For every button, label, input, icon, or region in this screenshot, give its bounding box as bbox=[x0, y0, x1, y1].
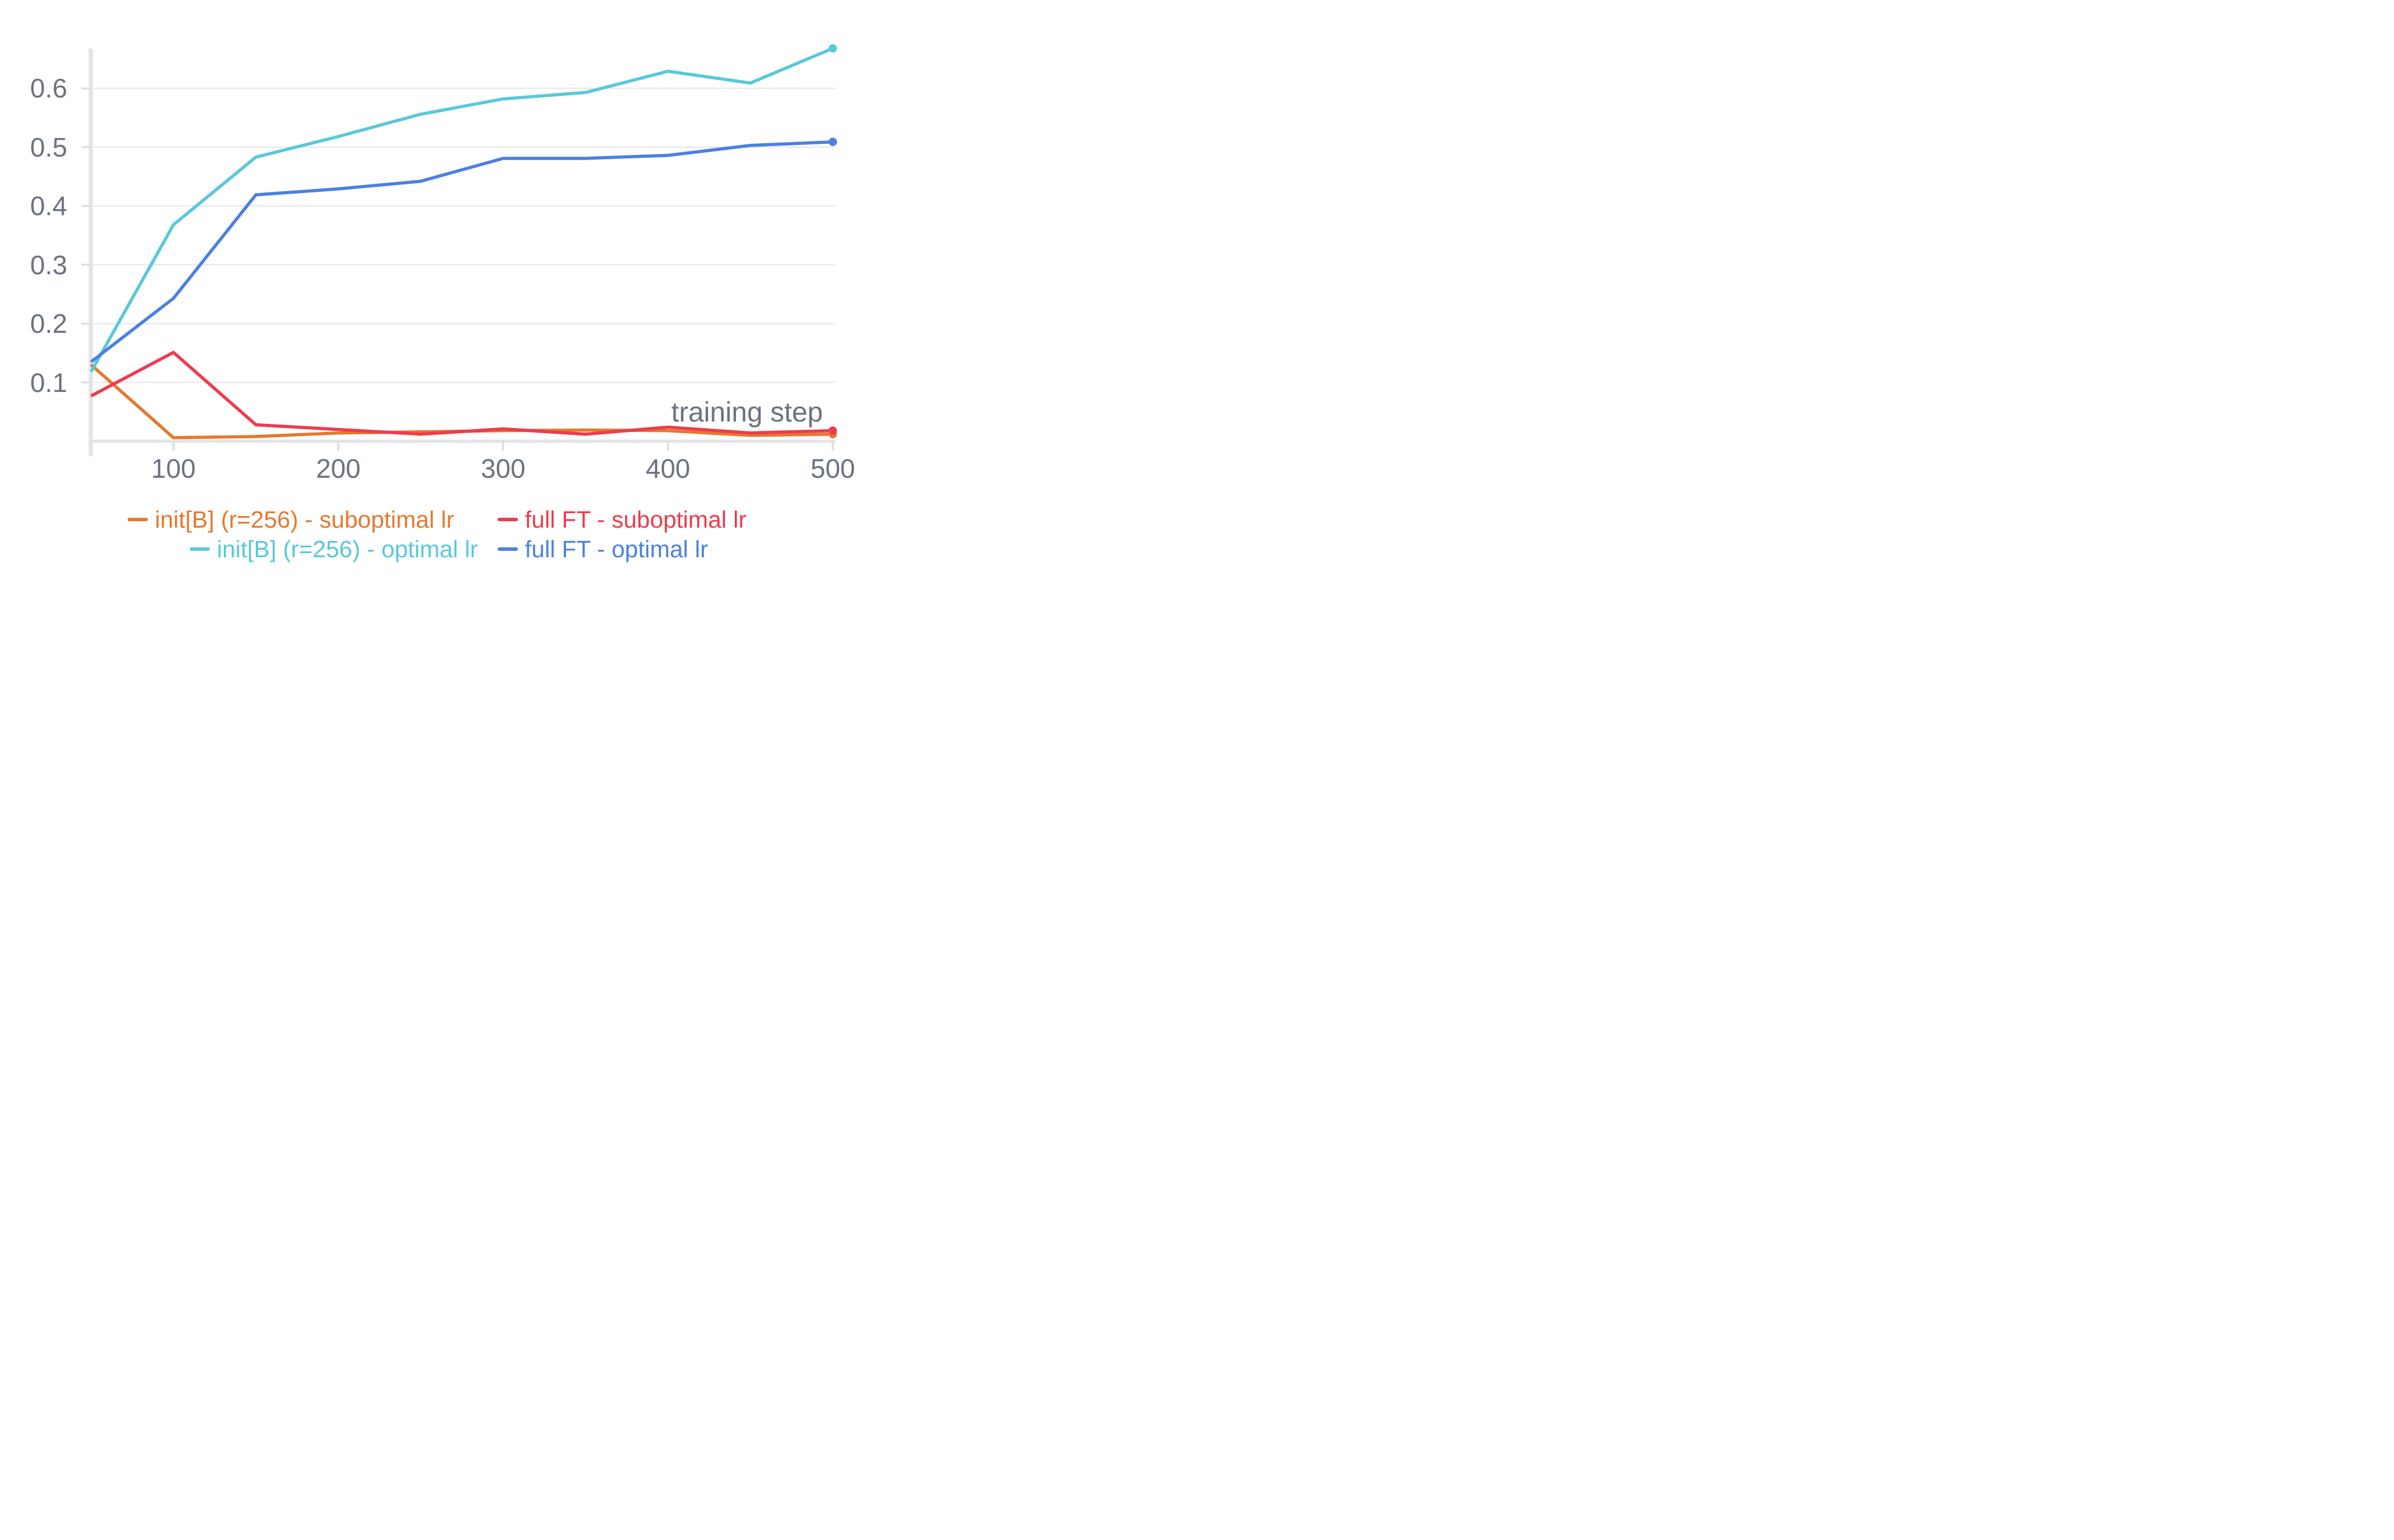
legend-label: init[B] (r=256) - optimal lr bbox=[217, 535, 478, 562]
y-tick-label: 0.4 bbox=[30, 191, 67, 221]
y-tick-label: 0.6 bbox=[30, 73, 67, 104]
y-tick-label: 0.1 bbox=[30, 367, 67, 398]
series-line bbox=[90, 140, 833, 364]
y-axis-tick-labels: 0.1 0.2 0.3 0.4 0.5 0.6 bbox=[0, 0, 67, 578]
series-line bbox=[90, 351, 833, 436]
legend-item-initb-suboptimal[interactable]: init[B] (r=256) - suboptimal lr bbox=[128, 506, 454, 533]
x-tick-label: 100 bbox=[151, 453, 196, 484]
series-end-marker bbox=[828, 426, 837, 435]
legend-item-fullft-suboptimal[interactable]: full FT - suboptimal lr bbox=[498, 506, 746, 533]
legend-line-marker-cyan bbox=[190, 547, 210, 551]
legend-label: full FT - optimal lr bbox=[525, 535, 708, 562]
x-tick-label: 400 bbox=[645, 453, 691, 484]
legend-item-initb-optimal[interactable]: init[B] (r=256) - optimal lr bbox=[190, 535, 478, 563]
y-tick-label: 0.3 bbox=[30, 249, 67, 280]
series-line bbox=[89, 46, 834, 373]
legend-label: full FT - suboptimal lr bbox=[525, 506, 747, 533]
legend-line-marker-red bbox=[498, 518, 518, 521]
legend-line-marker-blue bbox=[498, 547, 518, 551]
y-tick-label: 0.5 bbox=[30, 132, 67, 162]
x-tick-label: 300 bbox=[481, 453, 525, 484]
plot-area bbox=[81, 44, 837, 456]
series-end-marker bbox=[828, 44, 837, 53]
x-tick-label: 200 bbox=[315, 453, 361, 484]
x-axis-tick-labels: 100 200 300 400 500 bbox=[0, 0, 898, 578]
y-tick-label: 0.2 bbox=[30, 308, 67, 339]
legend-line-marker-orange bbox=[128, 518, 148, 521]
legend-label: init[B] (r=256) - suboptimal lr bbox=[155, 506, 455, 533]
x-axis-title: training step bbox=[671, 397, 824, 428]
line-chart: 0.1 0.2 0.3 0.4 0.5 0.6 100 200 300 400 500 train… bbox=[0, 0, 898, 578]
x-tick-label: 500 bbox=[810, 453, 855, 484]
legend-item-fullft-optimal[interactable]: full FT - optimal lr bbox=[498, 535, 708, 563]
series-end-marker bbox=[828, 137, 837, 146]
